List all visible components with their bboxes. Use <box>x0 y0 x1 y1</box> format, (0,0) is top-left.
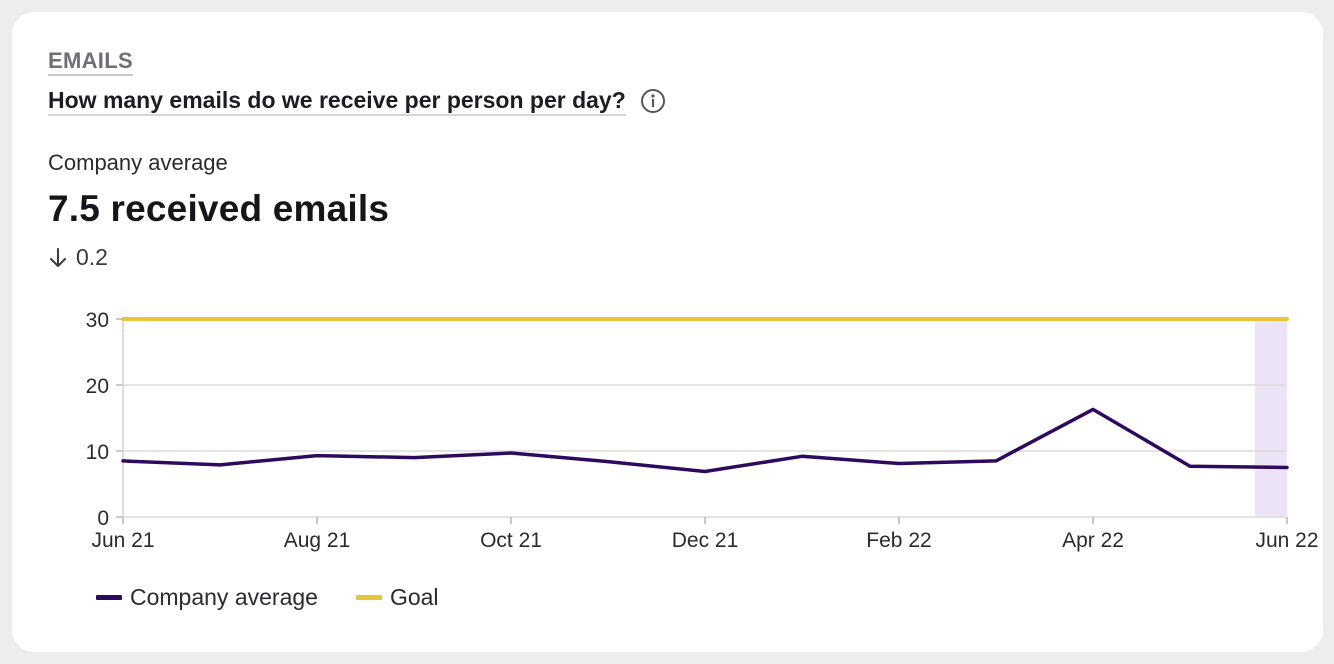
chart-question[interactable]: How many emails do we receive per person… <box>48 86 626 116</box>
xtick-label-10: Apr 22 <box>1062 529 1124 552</box>
data-point-company-average-0 <box>121 459 125 463</box>
data-point-goal-4 <box>509 317 513 321</box>
data-point-goal-7 <box>800 317 804 321</box>
data-point-company-average-1 <box>218 463 222 467</box>
emails-card <box>12 12 1323 652</box>
data-point-company-average-3 <box>412 456 416 460</box>
xtick-label-8: Feb 22 <box>866 529 931 552</box>
data-point-goal-8 <box>897 317 901 321</box>
legend-label-goal: Goal <box>389 584 439 610</box>
chart-legend: Company average Goal <box>96 584 477 611</box>
series-line-company-average <box>121 407 1289 474</box>
xtick-label-12: Jun 22 <box>1255 529 1318 552</box>
data-point-goal-5 <box>606 317 610 321</box>
data-point-goal-12 <box>1285 317 1289 321</box>
data-point-company-average-4 <box>509 451 513 455</box>
xtick-label-0: Jun 21 <box>91 529 154 552</box>
data-point-goal-2 <box>315 317 319 321</box>
data-point-goal-9 <box>994 317 998 321</box>
ytick-label-10: 10 <box>86 441 109 464</box>
data-point-company-average-8 <box>897 462 901 466</box>
ytick-label-20: 20 <box>86 375 109 398</box>
section-eyebrow[interactable]: EMAILS <box>48 48 133 76</box>
xtick-label-6: Dec 21 <box>672 529 739 552</box>
ytick-label-0: 0 <box>97 507 109 530</box>
data-point-company-average-9 <box>994 459 998 463</box>
data-point-company-average-11 <box>1188 464 1192 468</box>
info-icon[interactable] <box>640 88 666 114</box>
legend-item-company-average[interactable]: Company average <box>96 584 318 611</box>
legend-swatch-company-average <box>96 595 122 600</box>
data-point-company-average-12 <box>1285 466 1289 470</box>
ytick-label-30: 30 <box>86 309 109 332</box>
data-point-company-average-2 <box>315 454 319 458</box>
legend-label-company-average: Company average <box>130 584 318 610</box>
arrow-down-icon <box>50 247 66 267</box>
data-point-goal-1 <box>218 317 222 321</box>
xtick-label-2: Aug 21 <box>284 529 351 552</box>
current-period-highlight <box>1254 319 1287 517</box>
delta-value: 0.2 <box>76 244 108 270</box>
data-point-goal-10 <box>1091 317 1095 321</box>
summary-value: 7.5 received emails <box>48 188 390 229</box>
xtick-label-4: Oct 21 <box>480 529 542 552</box>
data-point-company-average-5 <box>606 460 610 464</box>
data-point-goal-3 <box>412 317 416 321</box>
data-point-company-average-6 <box>703 469 707 473</box>
data-point-goal-0 <box>121 317 125 321</box>
legend-item-goal[interactable]: Goal <box>355 584 439 611</box>
data-point-company-average-10 <box>1091 407 1095 411</box>
data-point-goal-6 <box>703 317 707 321</box>
question-row: How many emails do we receive per person… <box>48 86 666 116</box>
data-point-goal-11 <box>1188 317 1192 321</box>
legend-swatch-goal <box>355 595 382 600</box>
summary-delta: 0.2 <box>48 244 108 271</box>
summary-label: Company average <box>48 150 228 175</box>
data-point-company-average-7 <box>800 454 804 458</box>
